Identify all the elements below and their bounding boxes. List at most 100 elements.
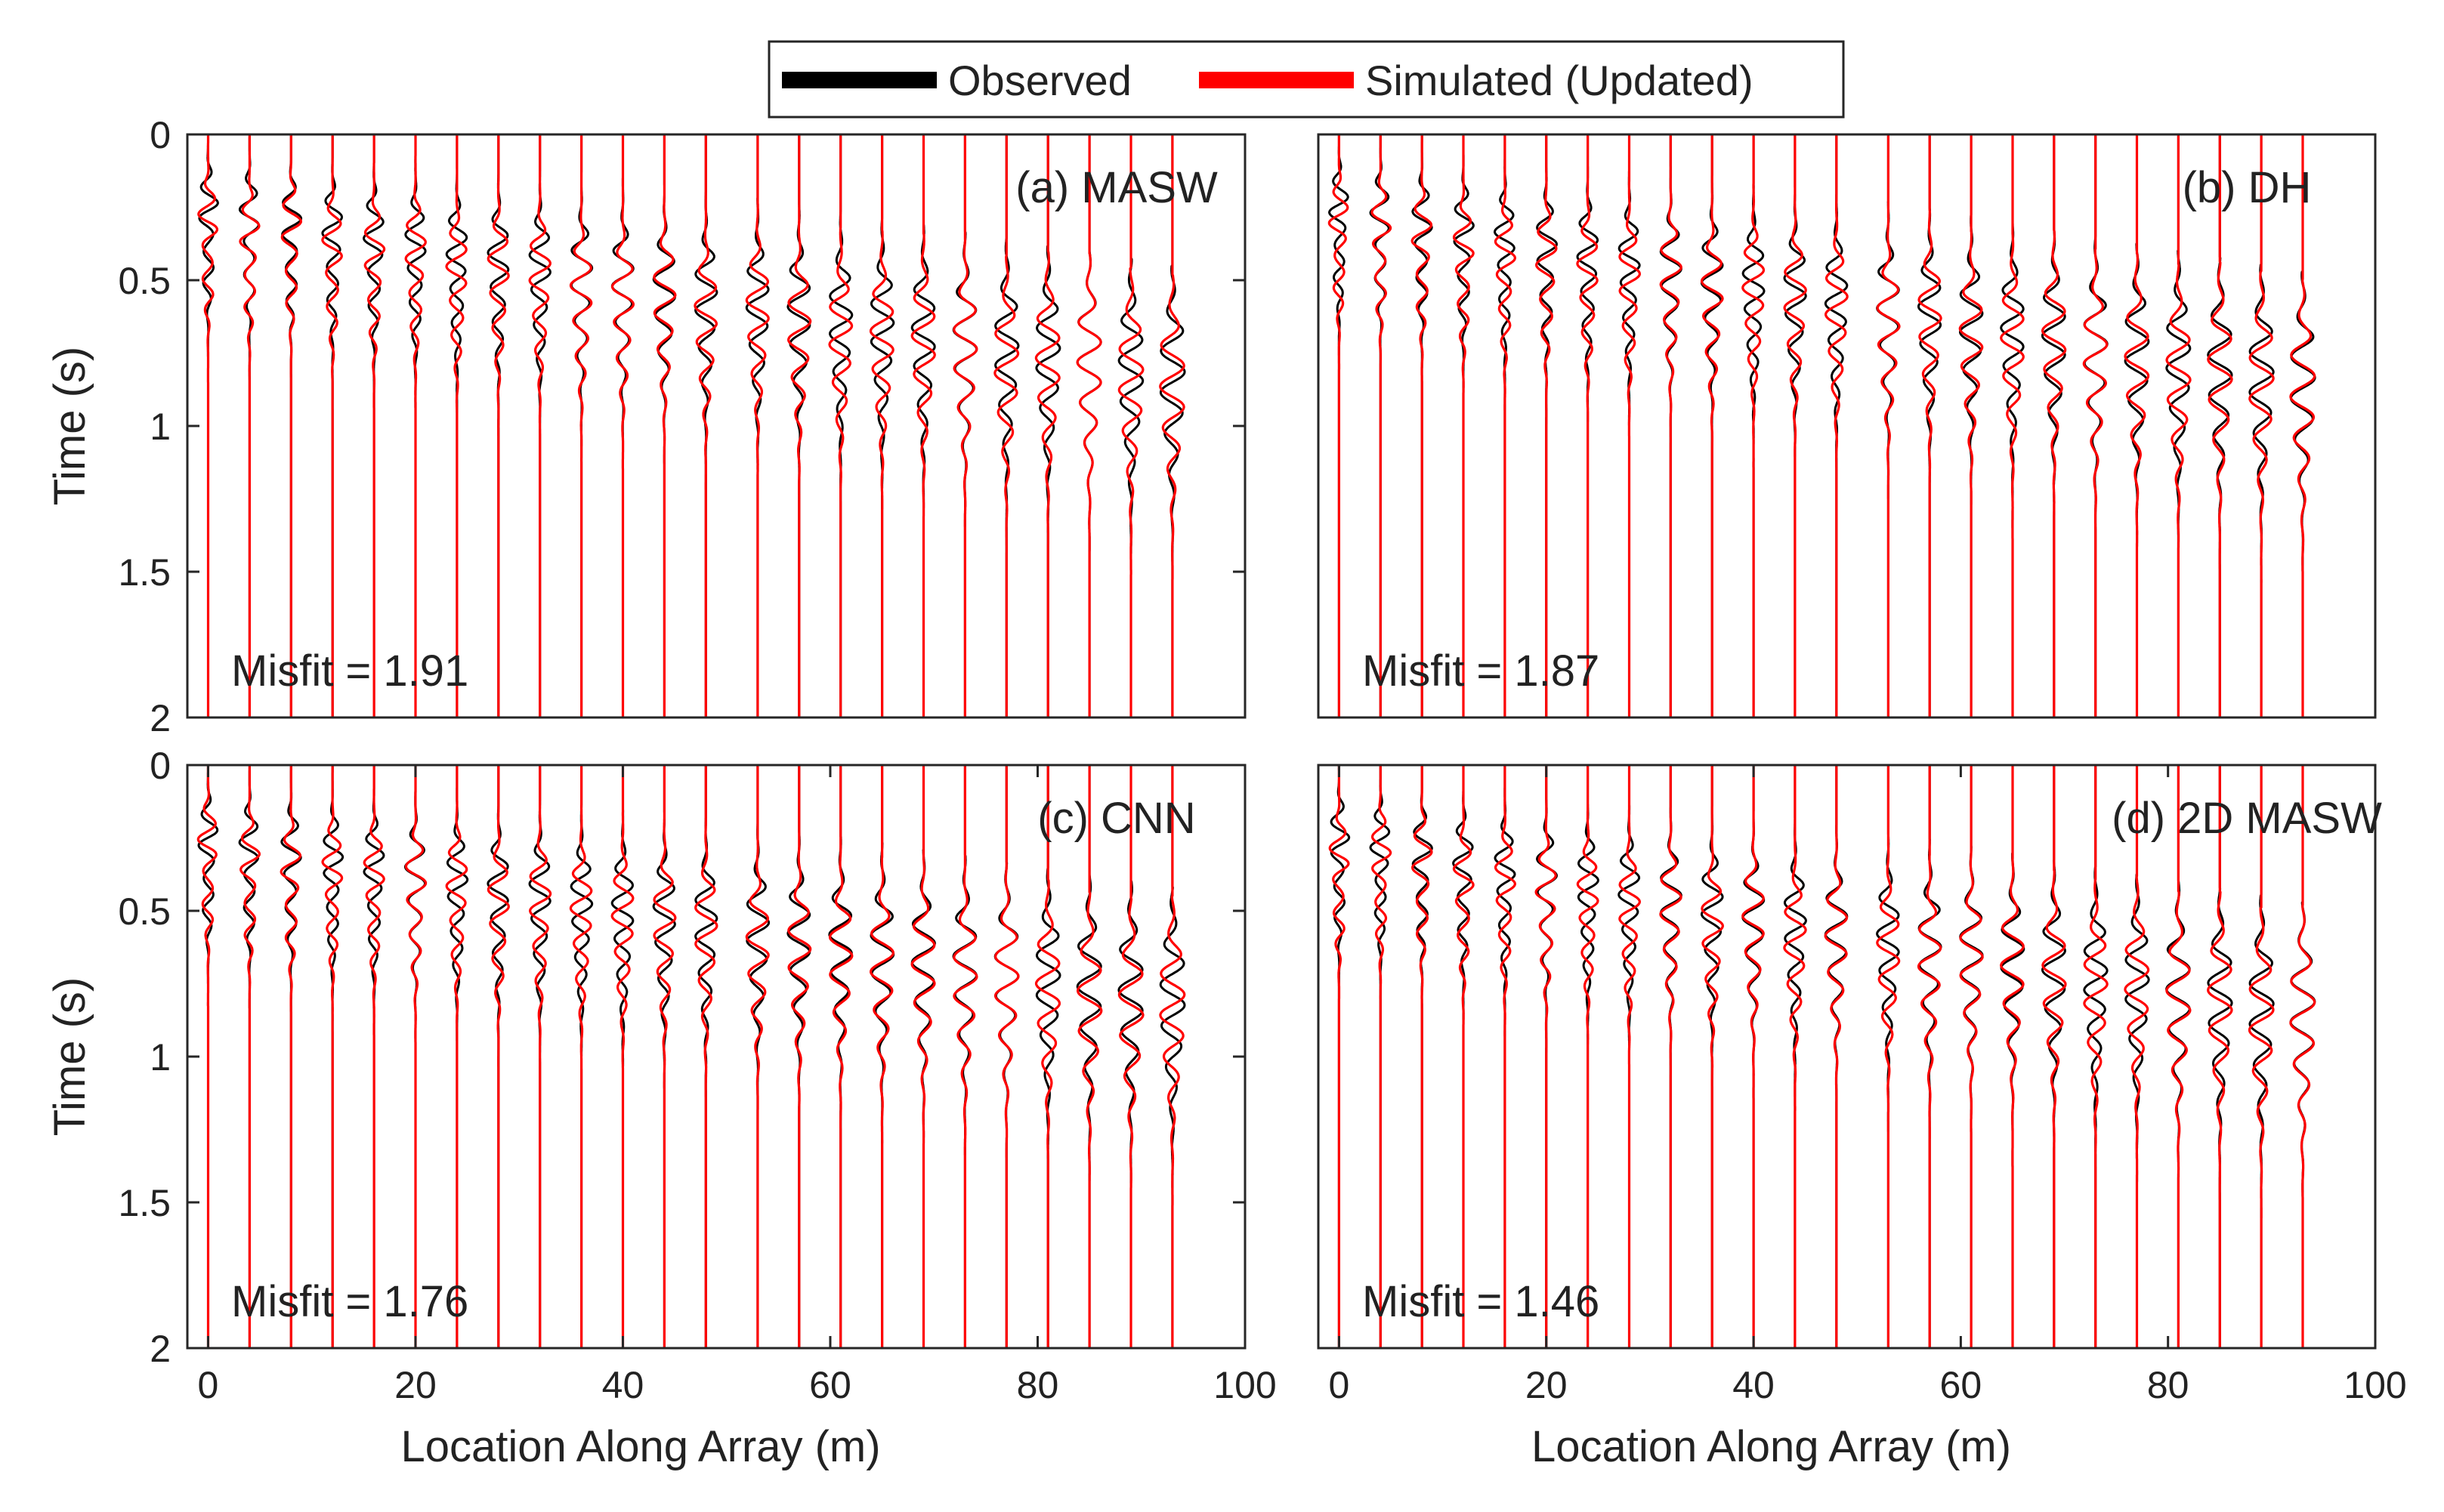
ylabel-0: Time (s)	[45, 347, 94, 505]
simulated-trace-0-19	[993, 134, 1020, 717]
simulated-trace-2-17	[910, 765, 936, 1348]
simulated-trace-0-17	[910, 134, 936, 717]
simulated-trace-3-23	[2289, 765, 2316, 1348]
simulated-trace-1-18	[2082, 134, 2109, 717]
simulated-trace-1-17	[2041, 134, 2067, 717]
ytick-label-0-4: 2	[150, 697, 171, 739]
simulated-trace-1-23	[2289, 134, 2316, 717]
xtick-label-2-4: 80	[1017, 1364, 1059, 1406]
simulated-trace-0-18	[953, 134, 978, 717]
simulated-trace-1-20	[2165, 134, 2192, 717]
traces-0	[197, 134, 1186, 717]
simulated-trace-3-14	[1917, 765, 1942, 1348]
simulated-trace-0-12	[694, 134, 718, 717]
legend: Observed Simulated (Updated)	[768, 40, 1845, 119]
xtick-label-3-0: 0	[1329, 1364, 1350, 1406]
simulated-trace-0-9	[569, 134, 593, 717]
simulated-trace-0-1	[239, 134, 261, 717]
xlabel-3: Location Along Array (m)	[1531, 1422, 2011, 1471]
xtick-label-2-2: 40	[602, 1364, 644, 1406]
traces-2	[196, 765, 1186, 1348]
simulated-trace-2-22	[1117, 765, 1145, 1348]
simulated-trace-0-8	[528, 134, 552, 717]
simulated-trace-3-15	[1959, 765, 1984, 1348]
simulated-trace-1-1	[1370, 134, 1392, 717]
simulated-trace-2-5	[404, 765, 428, 1348]
ytick-label-0-1: 0.5	[118, 260, 171, 302]
ytick-label-2-4: 2	[150, 1328, 171, 1370]
simulated-trace-1-2	[1410, 134, 1433, 717]
simulated-trace-0-2	[280, 134, 303, 717]
simulated-trace-3-0	[1328, 765, 1350, 1348]
simulated-trace-3-3	[1452, 765, 1475, 1348]
xtick-label-2-5: 100	[1213, 1364, 1276, 1406]
simulated-trace-0-22	[1117, 134, 1145, 717]
simulated-trace-3-21	[2207, 765, 2233, 1348]
simulated-trace-1-8	[1659, 134, 1682, 717]
panel-0: 0 0.5 1 1.5 2 Time (s) (a) MASW Misfit = 1.91	[45, 114, 1247, 739]
simulated-trace-2-15	[829, 765, 854, 1348]
simulated-trace-2-20	[1034, 765, 1061, 1348]
simulated-trace-0-23	[1159, 134, 1185, 717]
simulated-trace-0-11	[653, 134, 677, 717]
simulated-trace-0-21	[1076, 134, 1102, 717]
xlabel-2: Location Along Array (m)	[400, 1422, 880, 1471]
simulated-trace-1-13	[1876, 134, 1901, 717]
simulated-trace-0-13	[745, 134, 770, 717]
simulated-trace-3-8	[1659, 765, 1682, 1348]
simulated-trace-2-3	[321, 765, 344, 1348]
xtick-label-3-1: 20	[1525, 1364, 1568, 1406]
simulated-trace-2-7	[487, 765, 510, 1348]
axes-frame-0	[186, 133, 1247, 719]
misfit-label-0: Misfit = 1.91	[231, 646, 468, 696]
panel-title-group-0: (a) MASW	[1015, 163, 1218, 212]
simulated-trace-3-1	[1371, 765, 1392, 1348]
simulated-trace-0-10	[610, 134, 635, 717]
simulated-trace-3-17	[2041, 765, 2067, 1348]
panel-title-0: (a) MASW	[1015, 163, 1218, 212]
simulated-trace-1-19	[2124, 134, 2150, 717]
simulated-trace-0-20	[1034, 134, 1061, 717]
simulated-trace-3-11	[1783, 765, 1807, 1348]
misfit-label-1: Misfit = 1.87	[1362, 646, 1599, 696]
simulated-trace-1-15	[1958, 134, 1984, 717]
ytick-label-0-2: 1	[150, 406, 171, 448]
simulated-trace-1-3	[1452, 134, 1475, 717]
simulated-trace-0-0	[197, 134, 218, 717]
simulated-trace-3-20	[2165, 765, 2192, 1348]
xtick-label-2-3: 60	[809, 1364, 851, 1406]
axes-frame-2	[186, 764, 1247, 1350]
simulated-trace-0-14	[786, 134, 812, 717]
panel-title-group-1: (b) DH	[2183, 163, 2312, 212]
panel-3: 0 20 40 60 80 100 Location Along Array (m) (d) …	[1317, 764, 2407, 1471]
simulated-trace-3-4	[1494, 765, 1517, 1348]
simulated-trace-1-12	[1824, 134, 1849, 717]
legend-label-0: Observed	[948, 57, 1132, 104]
simulated-trace-1-7	[1618, 134, 1642, 717]
simulated-trace-3-7	[1618, 765, 1642, 1348]
simulated-trace-0-4	[363, 134, 386, 717]
simulated-trace-2-21	[1077, 765, 1103, 1348]
simulated-trace-2-12	[694, 765, 718, 1348]
simulated-trace-3-6	[1576, 765, 1599, 1348]
panel-title-1: (b) DH	[2183, 163, 2312, 212]
simulated-trace-3-5	[1534, 765, 1557, 1348]
panel-title-3: (d) 2D MASW	[2112, 794, 2382, 843]
panel-title-2: (c) CNN	[1037, 794, 1195, 843]
simulated-trace-2-18	[953, 765, 978, 1348]
legend-label-1: Simulated (Updated)	[1365, 57, 1753, 104]
xtick-label-2-1: 20	[394, 1364, 437, 1406]
simulated-trace-0-6	[445, 134, 468, 717]
simulated-trace-3-10	[1741, 765, 1765, 1348]
simulated-trace-0-7	[487, 134, 510, 717]
panel-title-group-3: (d) 2D MASW	[2112, 794, 2382, 843]
simulated-trace-1-11	[1783, 134, 1807, 717]
simulated-trace-2-9	[569, 765, 593, 1348]
simulated-trace-2-4	[363, 765, 385, 1348]
simulated-trace-3-13	[1876, 765, 1901, 1348]
ytick-label-0-3: 1.5	[118, 551, 171, 594]
ytick-label-2-0: 0	[150, 745, 171, 787]
simulated-trace-2-13	[745, 765, 770, 1348]
simulated-trace-2-6	[445, 765, 468, 1348]
